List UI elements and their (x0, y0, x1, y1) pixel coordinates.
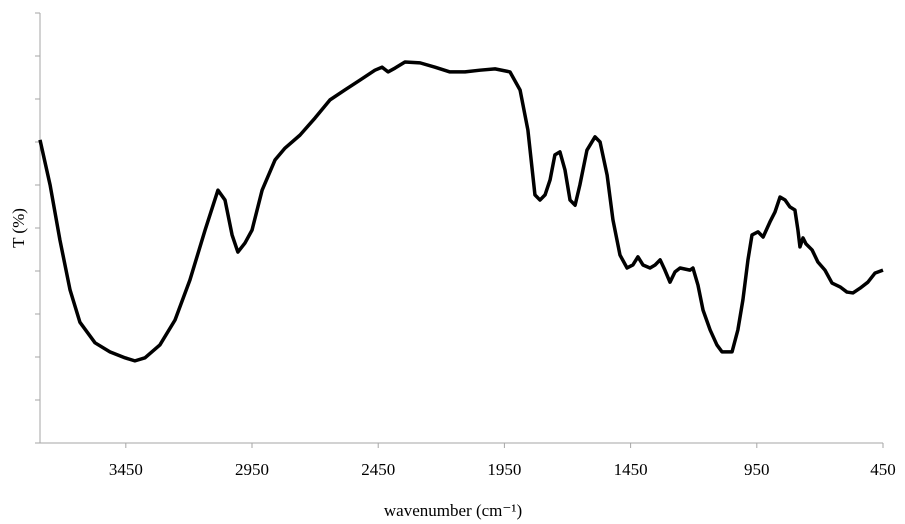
x-tick-label: 1950 (487, 460, 521, 479)
x-tick-label: 450 (870, 460, 896, 479)
x-tick-label: 2950 (235, 460, 269, 479)
y-axis-title: T (%) (9, 208, 28, 248)
x-tick-label: 3450 (109, 460, 143, 479)
spectrum-line (38, 60, 884, 363)
x-tick-label: 1450 (614, 460, 648, 479)
x-axis-title: wavenumber (cm⁻¹) (384, 501, 522, 520)
x-tick-label: 950 (744, 460, 770, 479)
x-tick-label: 2450 (361, 460, 395, 479)
